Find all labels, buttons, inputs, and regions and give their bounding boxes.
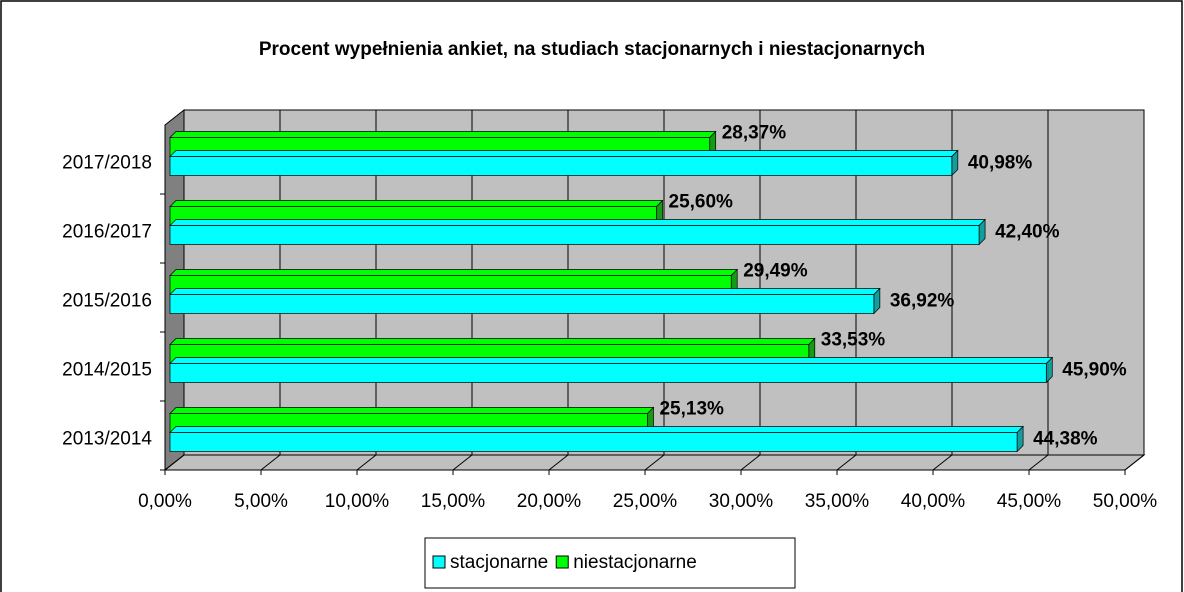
legend-box: [424, 537, 796, 589]
y-tick-label: 2016/2017: [62, 222, 152, 243]
grid-line: [356, 454, 377, 471]
bar-top: [169, 288, 881, 295]
x-tick-label: 35,00%: [805, 491, 870, 512]
x-tick-label: 50,00%: [1093, 491, 1158, 512]
legend-swatch: [432, 555, 446, 569]
legend-label: stacjonarne: [450, 552, 548, 573]
value-label: 25,13%: [659, 399, 724, 420]
x-tick-label: 5,00%: [234, 491, 288, 512]
y-tick-label: 2015/2016: [62, 291, 152, 312]
value-label: 45,90%: [1062, 360, 1127, 381]
bar: [169, 225, 980, 245]
bar-top: [169, 150, 959, 157]
x-tick-label: 30,00%: [709, 491, 774, 512]
grid-line: [836, 454, 857, 471]
grid-line: [164, 454, 185, 471]
bar-top: [169, 338, 816, 345]
x-tick-label: 20,00%: [517, 491, 582, 512]
bar-top: [169, 357, 1054, 364]
bar: [169, 156, 953, 176]
value-label: 40,98%: [968, 153, 1033, 174]
grid-line: [1028, 454, 1049, 471]
legend-swatch: [555, 555, 569, 569]
grid-line: [260, 454, 281, 471]
value-label: 29,49%: [743, 261, 808, 282]
bar: [169, 294, 875, 314]
x-tick-label: 25,00%: [613, 491, 678, 512]
chart-title: Procent wypełnienia ankiet, na studiach …: [259, 39, 925, 60]
bar-top: [169, 426, 1024, 433]
bar-top: [169, 200, 664, 207]
grid-line: [740, 454, 761, 471]
y-tick-label: 2017/2018: [62, 153, 152, 174]
value-label: 25,60%: [669, 192, 734, 213]
bar-top: [169, 407, 655, 414]
value-label: 44,38%: [1033, 429, 1098, 450]
grid-line: [548, 454, 569, 471]
grid-line: [1124, 454, 1145, 471]
grid-line: [452, 454, 473, 471]
value-label: 42,40%: [995, 222, 1060, 243]
x-tick-label: 45,00%: [997, 491, 1062, 512]
y-tick-label: 2014/2015: [62, 360, 152, 381]
x-tick-label: 0,00%: [138, 491, 192, 512]
grid-line: [644, 454, 665, 471]
bar: [169, 363, 1047, 383]
bar: [169, 432, 1018, 452]
y-tick-label: 2013/2014: [62, 429, 152, 450]
legend-label: niestacjonarne: [573, 552, 697, 573]
x-tick-label: 15,00%: [421, 491, 486, 512]
bar-top: [169, 269, 739, 276]
bar-top: [169, 219, 986, 226]
x-tick-label: 40,00%: [901, 491, 966, 512]
value-label: 28,37%: [722, 123, 787, 144]
value-label: 36,92%: [890, 291, 955, 312]
value-label: 33,53%: [821, 330, 886, 351]
bar-top: [169, 131, 717, 138]
x-tick-label: 10,00%: [325, 491, 390, 512]
grid-line: [932, 454, 953, 471]
